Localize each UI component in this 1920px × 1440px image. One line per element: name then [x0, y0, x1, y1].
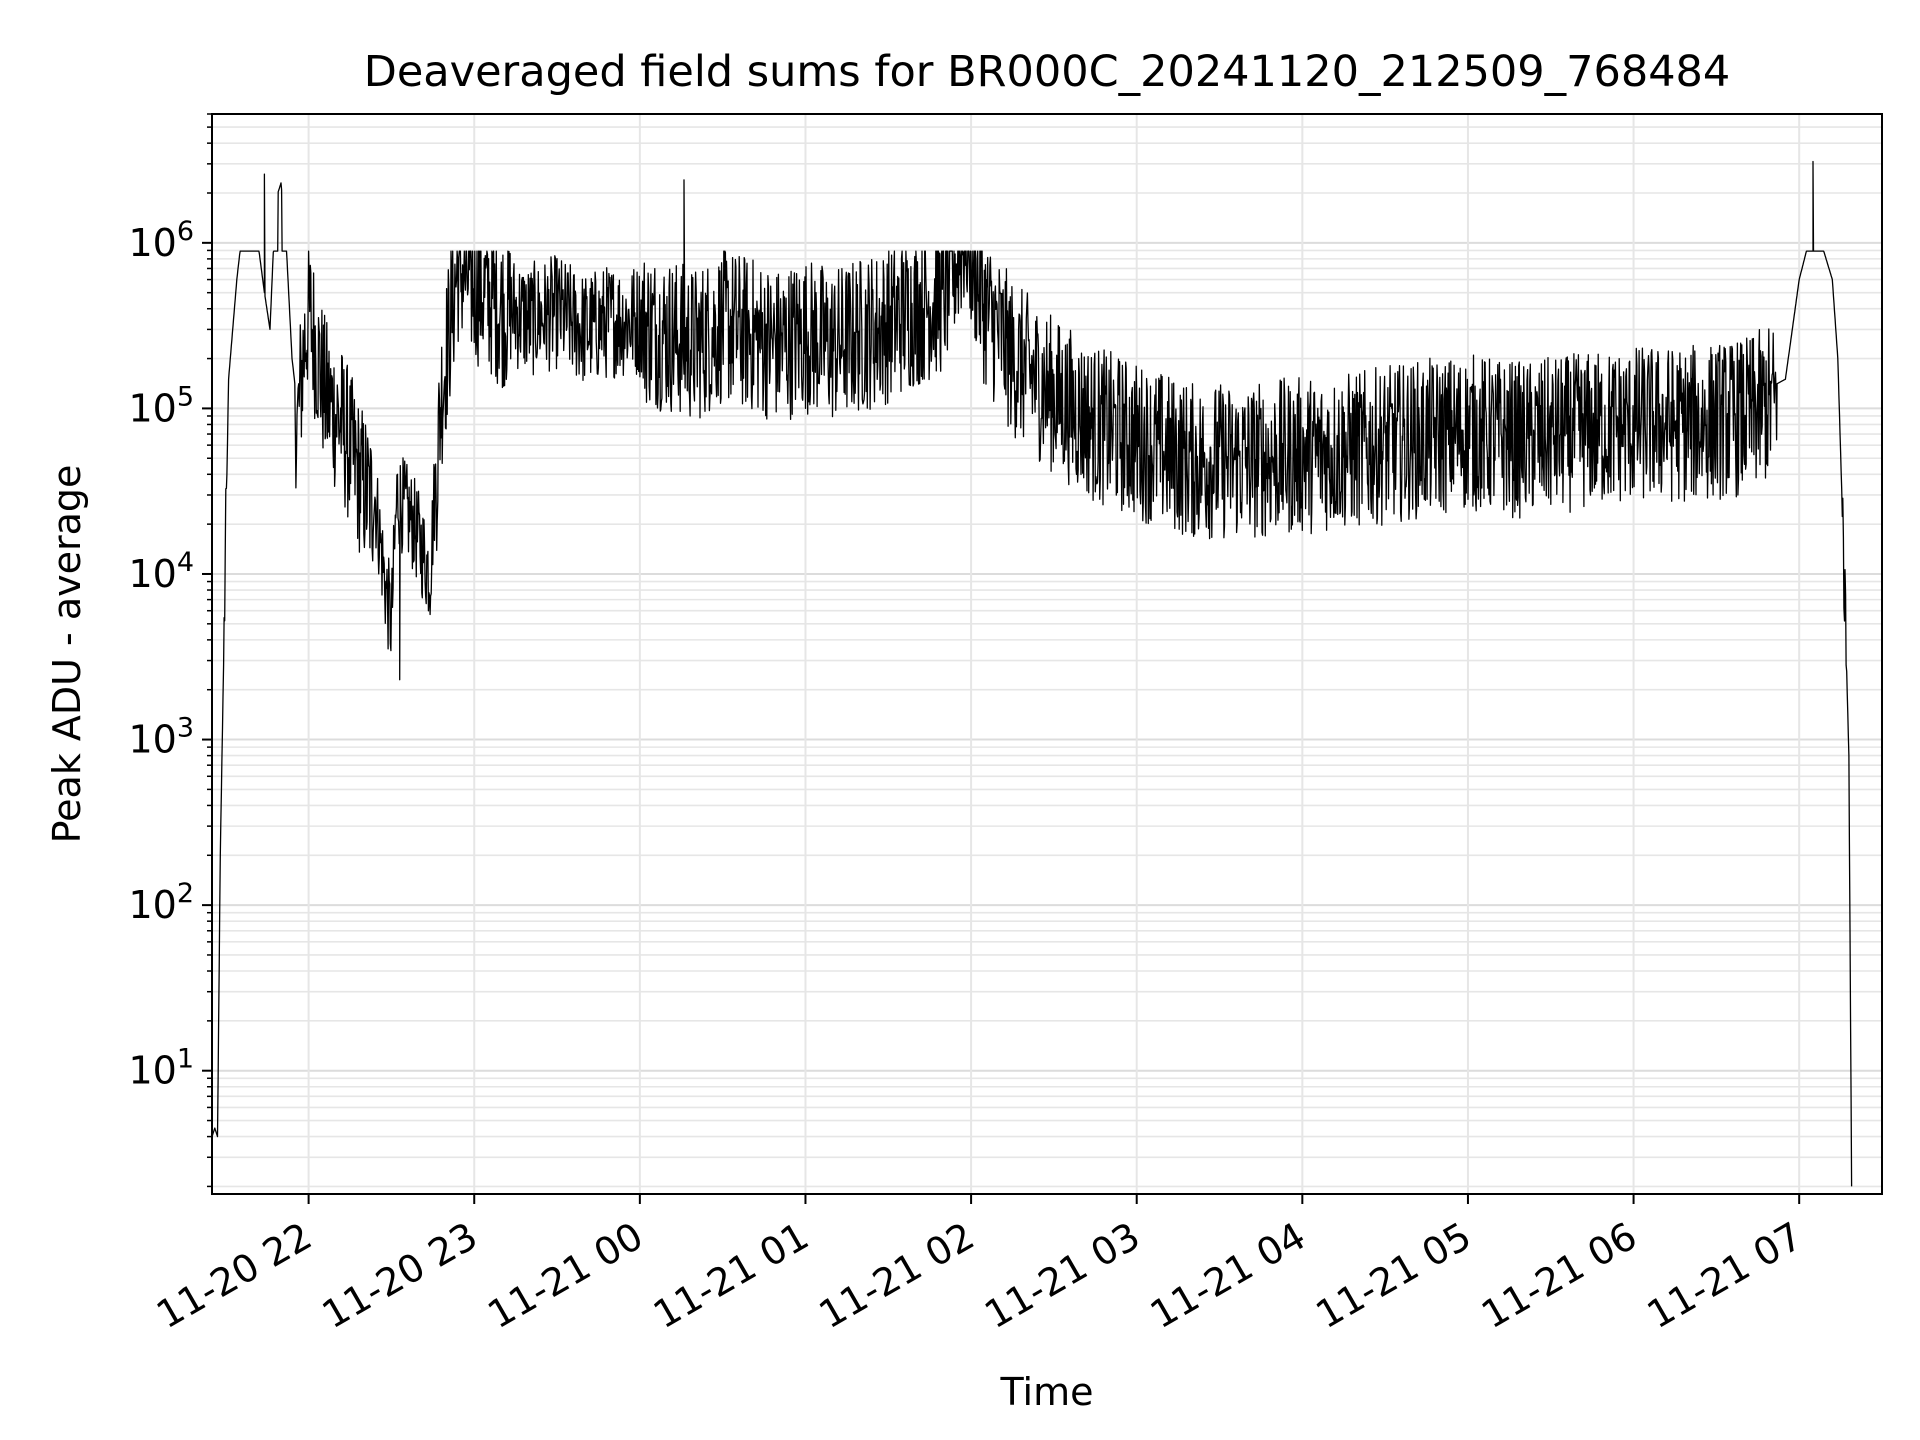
- y-tick-label: 101: [128, 1044, 194, 1093]
- y-tick-label: 106: [128, 216, 194, 265]
- y-axis-label: Peak ADU - average: [45, 465, 89, 844]
- y-tick-label: 103: [128, 713, 194, 762]
- y-tick-label: 105: [128, 381, 194, 430]
- x-axis-label: Time: [1000, 1370, 1094, 1414]
- y-tick-label: 102: [128, 878, 194, 927]
- data-series-line: [211, 160, 1853, 1187]
- y-tick-label: 104: [128, 547, 194, 596]
- plot-frame: [211, 113, 1883, 1195]
- data-layer: [211, 160, 1853, 1187]
- chart-title: Deaveraged field sums for BR000C_2024112…: [364, 47, 1731, 97]
